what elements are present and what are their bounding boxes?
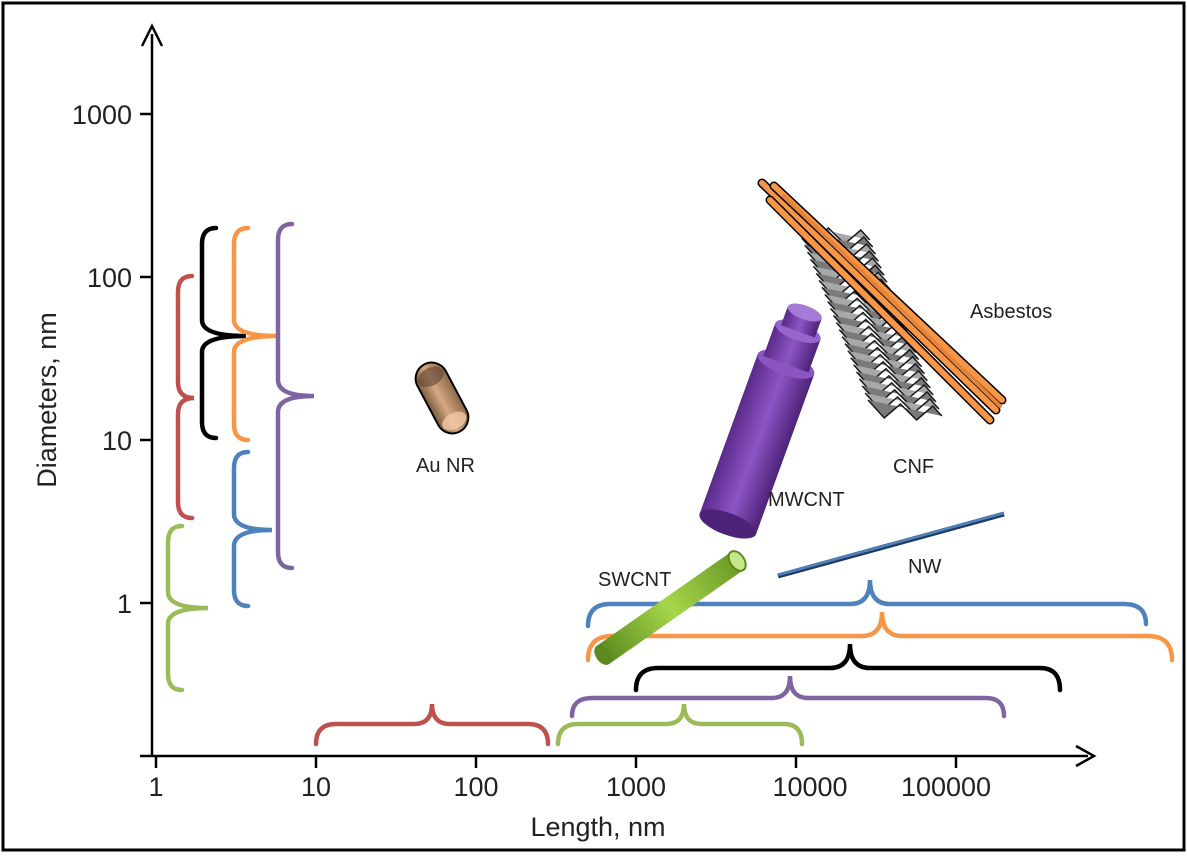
brace-green-vertical bbox=[165, 523, 209, 693]
y-tick-labels: 1000 100 10 1 bbox=[72, 100, 132, 619]
x-axis-title: Length, nm bbox=[530, 812, 665, 842]
x-axis-arrow bbox=[1075, 744, 1097, 768]
y-axis-title: Diameters, nm bbox=[32, 312, 62, 488]
x-tick-label: 1 bbox=[148, 772, 163, 802]
asbestos-illustration bbox=[757, 178, 1007, 425]
length-range-braces bbox=[313, 579, 1175, 747]
cnf-label: CNF bbox=[893, 456, 934, 478]
brace-blue-vertical bbox=[231, 449, 273, 609]
x-tick-label: 10 bbox=[301, 772, 331, 802]
asbestos-label: Asbestos bbox=[970, 301, 1052, 323]
brace-green-horizontal bbox=[555, 703, 805, 747]
brace-red-vertical bbox=[175, 273, 195, 521]
x-tick-label: 100000 bbox=[901, 772, 991, 802]
nw-illustration bbox=[777, 511, 1005, 579]
brace-black-horizontal bbox=[633, 643, 1063, 693]
brace-orange-horizontal bbox=[585, 611, 1175, 663]
axes bbox=[140, 23, 1097, 768]
x-tick-labels: 1 10 100 1000 10000 100000 bbox=[148, 772, 991, 802]
brace-black-vertical bbox=[199, 225, 247, 441]
y-tick-label: 10 bbox=[102, 426, 132, 456]
brace-purple-vertical bbox=[275, 221, 315, 571]
y-tick-label: 1000 bbox=[72, 100, 132, 130]
diameter-range-braces bbox=[165, 221, 315, 693]
brace-blue-horizontal bbox=[585, 579, 1149, 629]
nw-label: NW bbox=[908, 556, 941, 578]
x-tick-label: 10000 bbox=[772, 772, 847, 802]
au-nr-label: Au NR bbox=[416, 455, 475, 477]
x-tick-label: 1000 bbox=[606, 772, 666, 802]
swcnt-label: SWCNT bbox=[598, 569, 671, 591]
au-nanorod-illustration bbox=[414, 361, 470, 435]
x-tick-label: 100 bbox=[453, 772, 498, 802]
y-axis-arrow bbox=[140, 23, 164, 47]
swcnt-illustration bbox=[594, 550, 747, 665]
y-tick-label: 100 bbox=[87, 263, 132, 293]
y-tick-label: 1 bbox=[117, 589, 132, 619]
mwcnt-label: MWCNT bbox=[768, 489, 845, 511]
brace-purple-horizontal bbox=[569, 675, 1007, 719]
brace-red-horizontal bbox=[313, 703, 551, 747]
mwcnt-illustration bbox=[699, 303, 822, 539]
cnf-cone-layer bbox=[867, 399, 943, 422]
